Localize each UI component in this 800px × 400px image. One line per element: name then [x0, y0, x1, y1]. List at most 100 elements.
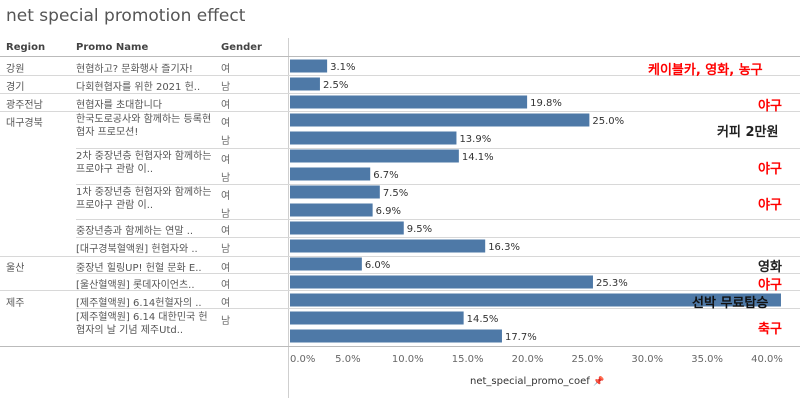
row-separator	[76, 237, 800, 238]
bar[interactable]	[290, 311, 464, 325]
bar-value-label: 17.7%	[505, 332, 537, 343]
gender-label: 여	[221, 155, 231, 166]
bar[interactable]	[290, 95, 528, 109]
bar-value-label: 9.5%	[407, 224, 432, 235]
bar-value-label: 25.3%	[596, 278, 628, 289]
annotation: 야구	[758, 198, 782, 213]
gender-label: 남	[221, 82, 231, 93]
bar-value-label: 7.5%	[383, 188, 408, 199]
annotation: 영화	[758, 260, 782, 275]
bar-value-label: 25.0%	[592, 116, 624, 127]
region-label: 광주전남	[6, 100, 43, 111]
gender-label: 여	[221, 118, 231, 129]
bar-value-label: 14.5%	[467, 314, 499, 325]
bar[interactable]	[290, 257, 362, 271]
annotation: 축구	[758, 322, 782, 337]
bar[interactable]	[290, 329, 502, 343]
gender-label: 남	[221, 136, 231, 147]
promo-name: 2차 중장년층 헌협자와 함께하는 프로야구 관람 이..	[76, 151, 212, 175]
x-tick-label: 30.0%	[631, 354, 663, 365]
bar[interactable]	[290, 167, 371, 181]
annotation: 케이블카, 영화, 농구	[648, 63, 763, 78]
x-tick-label: 35.0%	[691, 354, 723, 365]
promo-name: 중장년층과 함께하는 연말 ..	[76, 226, 194, 237]
axis-divider	[288, 38, 289, 398]
gender-label: 여	[221, 64, 231, 75]
annotation: 선박 무료탑승	[692, 296, 769, 311]
region-header[interactable]: Region	[6, 42, 46, 53]
x-tick-label: 0.0%	[290, 354, 315, 365]
bar-value-label: 14.1%	[462, 152, 494, 163]
region-label: 강원	[6, 64, 25, 75]
row-separator	[0, 290, 800, 291]
x-tick-label: 40.0%	[751, 354, 783, 365]
bar[interactable]	[290, 275, 593, 289]
x-axis-title-text: net_special_promo_coef	[470, 376, 590, 387]
gender-label: 여	[221, 191, 231, 202]
region-label: 제주	[6, 298, 25, 309]
region-label: 대구경북	[6, 118, 43, 129]
gender-label: 여	[221, 226, 231, 237]
x-tick-label: 15.0%	[452, 354, 484, 365]
x-tick-label: 25.0%	[571, 354, 603, 365]
bar[interactable]	[290, 239, 486, 253]
x-tick-label: 20.0%	[512, 354, 544, 365]
annotation: 커피 2만원	[717, 125, 779, 140]
row-separator	[0, 256, 800, 257]
row-separator	[76, 308, 800, 309]
bar[interactable]	[290, 221, 404, 235]
gender-label: 여	[221, 298, 231, 309]
header-rule	[0, 56, 800, 57]
annotation: 야구	[758, 99, 782, 114]
row-separator	[76, 273, 800, 274]
gender-label: 남	[221, 173, 231, 184]
promo-name-header[interactable]: Promo Name	[76, 42, 149, 53]
bar[interactable]	[290, 59, 328, 73]
x-axis-title[interactable]: net_special_promo_coef 📌	[470, 376, 604, 387]
annotation: 야구	[758, 162, 782, 177]
row-separator	[0, 111, 800, 112]
promo-name: 다회현협자를 위한 2021 헌..	[76, 82, 201, 93]
row-separator	[0, 75, 800, 76]
bar-value-label: 13.9%	[459, 134, 491, 145]
promo-name: 중장년 힐링UP! 헌혈 문화 E..	[76, 263, 202, 274]
bar-value-label: 6.9%	[376, 206, 401, 217]
promo-name: [제주혈액원] 6.14 대한민국 헌협자의 날 기념 제주Utd..	[76, 312, 208, 336]
bar[interactable]	[290, 149, 459, 163]
bar[interactable]	[290, 185, 380, 199]
bar[interactable]	[290, 77, 320, 91]
bar[interactable]	[290, 293, 781, 307]
promo-name: [대구경북혈액원] 헌협자와 ..	[76, 244, 198, 255]
bar-value-label: 16.3%	[488, 242, 520, 253]
gender-label: 남	[221, 316, 231, 327]
gender-label: 여	[221, 263, 231, 274]
row-separator	[76, 148, 800, 149]
promo-name: 현협하고? 문화행사 즐기자!	[76, 64, 193, 75]
row-separator	[76, 184, 800, 185]
promo-name: 현협자를 초대합니다	[76, 100, 162, 111]
bar[interactable]	[290, 203, 373, 217]
bar[interactable]	[290, 131, 457, 145]
bar-value-label: 3.1%	[330, 62, 355, 73]
bar-value-label: 6.0%	[365, 260, 390, 271]
gender-label: 남	[221, 209, 231, 220]
bar-value-label: 2.5%	[323, 80, 348, 91]
region-label: 경기	[6, 82, 25, 93]
promo-name: 1차 중장년층 헌협자와 함께하는 프로야구 관람 이..	[76, 187, 212, 211]
x-tick-label: 5.0%	[335, 354, 360, 365]
bar-value-label: 6.7%	[373, 170, 398, 181]
gender-label: 남	[221, 244, 231, 255]
gender-header[interactable]: Gender	[221, 42, 262, 53]
chart-title: net special promotion effect	[6, 6, 246, 26]
footer-rule	[0, 346, 800, 347]
gender-label: 여	[221, 280, 231, 291]
promo-name: [울산혈액원] 롯데자이언츠..	[76, 280, 195, 291]
annotation: 야구	[758, 278, 782, 293]
promo-name: 한국도로공사와 함께하는 등록현협자 프로모션!	[76, 114, 212, 138]
pin-icon[interactable]: 📌	[593, 377, 605, 387]
bar[interactable]	[290, 113, 590, 127]
row-separator	[0, 93, 800, 94]
promo-name: [제주혈액원] 6.14헌혈자의 ..	[76, 298, 202, 309]
x-tick-label: 10.0%	[392, 354, 424, 365]
